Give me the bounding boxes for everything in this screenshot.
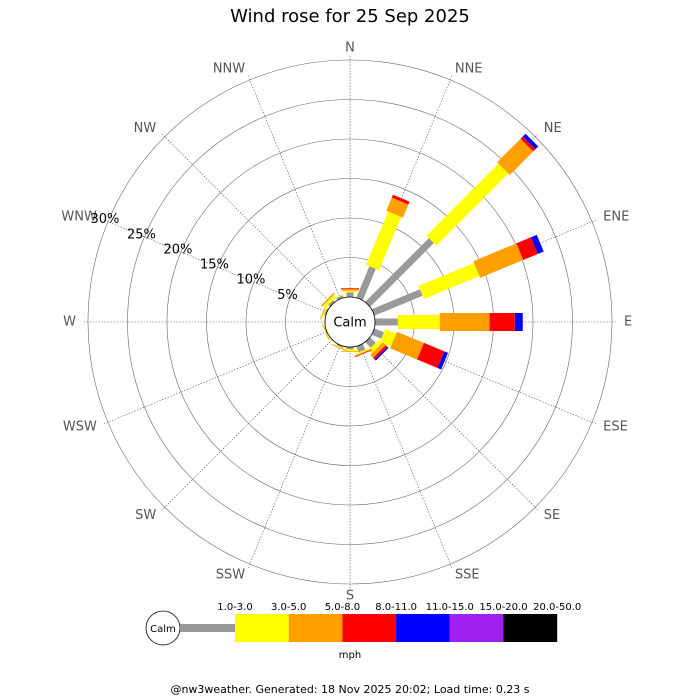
direction-label: SW [135,508,156,523]
bar-segment [386,197,409,218]
direction-label: NE [544,121,562,136]
grid-ring [127,99,573,545]
spoke [367,339,539,511]
r-tick-label: 20% [163,242,192,257]
r-tick-label: 25% [127,227,156,242]
bar-segment [522,133,539,150]
calm-label: Calm [333,316,366,331]
legend-swatch [342,614,397,642]
r-tick-label: 5% [277,288,298,303]
bar-segment [473,243,524,278]
bar-segment [437,351,449,370]
grid-ring [166,138,534,506]
direction-label: NNE [455,61,483,76]
legend-swatch [396,614,450,642]
direction-label: WSW [63,419,97,434]
direction-label: NNW [213,61,245,76]
bar-segment [371,289,423,316]
chart-title: Wind rose for 25 Sep 2025 [230,6,470,27]
spoke [359,344,453,568]
direction-label: N [345,41,355,56]
bar-segment [365,238,434,307]
bar-segment [530,234,544,254]
bar-segment [520,136,536,152]
bar-segment [370,342,386,358]
legend-label: 1.0-3.0 [217,602,252,613]
spoke [104,331,328,425]
spoke [247,76,341,300]
bar-segment [516,237,538,260]
r-tick-label: 15% [200,258,229,273]
direction-label: ENE [603,210,629,225]
direction-label: WNW [61,210,97,225]
bar-segment [323,295,336,308]
legend-swatch [503,614,558,642]
spoke [247,344,341,568]
legend-units: mph [339,650,361,661]
direction-label: W [63,315,76,330]
bar-segment [379,329,397,347]
legend-calm-label: Calm [150,624,176,635]
bar-segment [355,348,370,356]
calm-circle [324,296,376,348]
bar-segment [391,194,410,205]
bar-segment [390,331,424,360]
bar-segment [373,345,388,360]
r-tick-label: 10% [236,273,265,288]
spoke [161,133,333,305]
bar-segment [356,343,366,353]
legend-label: 15.0-20.0 [479,602,527,613]
spoke [161,339,333,511]
legend-swatch [180,624,235,632]
bar-segment [418,263,480,299]
bar-segment [417,342,445,368]
direction-label: NW [134,121,157,136]
bar-segment [426,163,509,246]
direction-label: SSW [216,568,246,583]
direction-label: SE [544,508,560,523]
legend-swatch [288,614,343,642]
legend-label: 5.0-8.0 [325,602,360,613]
legend-label: 8.0-11.0 [375,602,417,613]
legend-swatch [235,614,289,642]
spoke [104,219,328,313]
legend-label: 3.0-5.0 [271,602,306,613]
bar-segment [366,211,402,271]
bar-segment [356,266,376,301]
direction-label: ESE [603,419,628,434]
direction-label: S [346,589,354,604]
bar-segment [497,138,534,175]
direction-label: E [624,315,632,330]
bar-segment [321,304,329,319]
bar-segment [368,340,382,354]
bar-segment [365,337,376,348]
direction-label: SSE [455,568,480,583]
legend-label: 20.0-50.0 [533,602,581,613]
bar-segment [320,292,335,307]
legend-swatch [449,614,504,642]
footer: @nw3weather. Generated: 18 Nov 2025 20:0… [170,683,529,696]
legend-label: 11.0-15.0 [426,602,474,613]
bar-segment [374,346,389,361]
bar-segment [371,328,384,339]
r-tick-label: 30% [90,212,119,227]
